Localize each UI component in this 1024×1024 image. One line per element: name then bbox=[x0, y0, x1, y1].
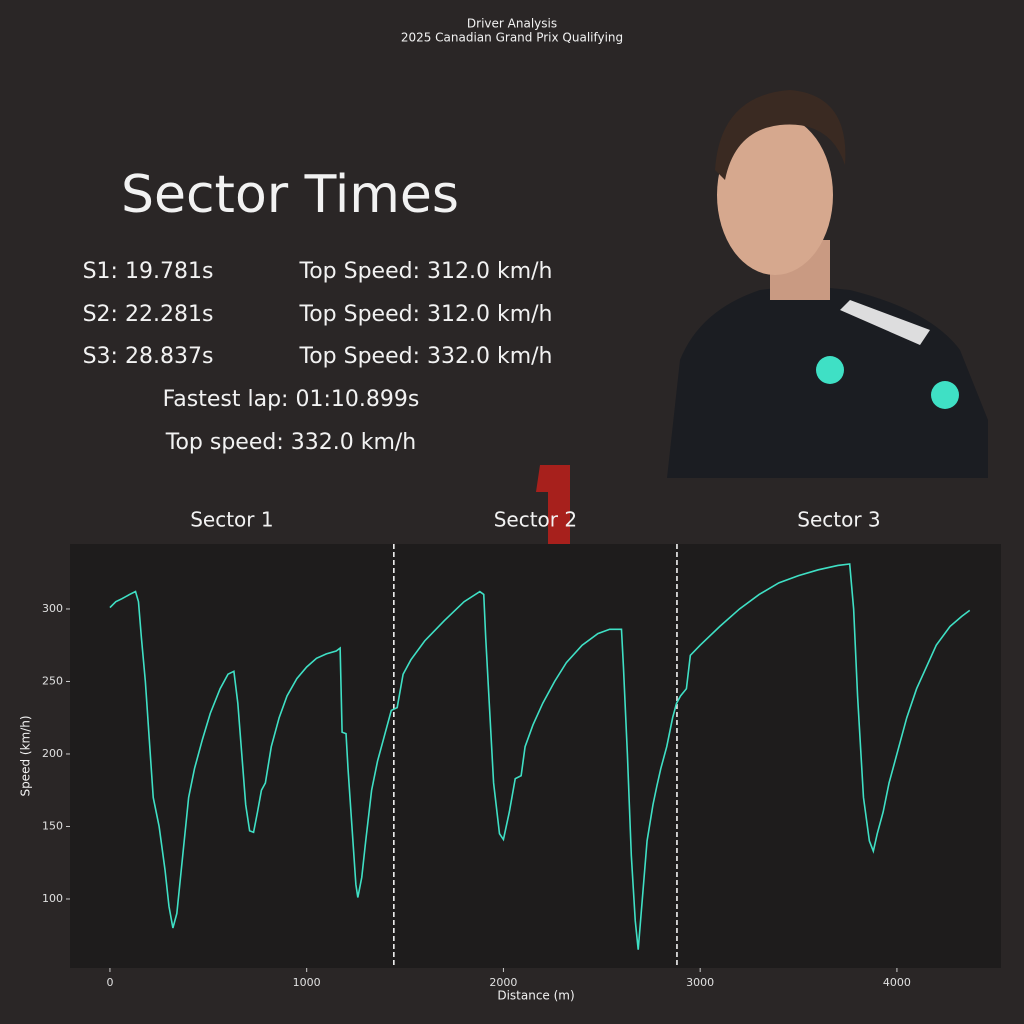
y-axis-label: Speed (km/h) bbox=[19, 715, 33, 796]
y-tick-label: 100 bbox=[42, 892, 63, 905]
top-speed: Top speed: 332.0 km/h bbox=[165, 430, 417, 455]
sector-top-speed: Top Speed: 312.0 km/h bbox=[299, 302, 553, 327]
y-tick-label: 150 bbox=[42, 819, 63, 832]
x-tick-label: 4000 bbox=[883, 976, 911, 989]
x-tick-label: 3000 bbox=[686, 976, 714, 989]
sector-heading: Sector Times bbox=[121, 165, 459, 225]
sector-label: Sector 2 bbox=[494, 508, 577, 532]
fastest-lap: Fastest lap: 01:10.899s bbox=[163, 387, 420, 412]
y-tick-label: 300 bbox=[42, 602, 63, 615]
sector-time: S3: 28.837s bbox=[83, 344, 214, 369]
sector-top-speed: Top Speed: 312.0 km/h bbox=[299, 259, 553, 284]
speed-line bbox=[109, 563, 971, 950]
x-tick-label: 2000 bbox=[489, 976, 517, 989]
x-tick-label: 1000 bbox=[293, 976, 321, 989]
x-axis-label: Distance (m) bbox=[497, 989, 574, 1003]
y-tick-label: 250 bbox=[42, 674, 63, 687]
sector-label: Sector 3 bbox=[797, 508, 880, 532]
sector-top-speed: Top Speed: 332.0 km/h bbox=[299, 344, 553, 369]
f1-logo bbox=[536, 465, 570, 555]
sector-time: S2: 22.281s bbox=[83, 302, 214, 327]
sector-label: Sector 1 bbox=[190, 508, 273, 532]
plot-area bbox=[70, 544, 1001, 968]
y-tick-label: 200 bbox=[42, 747, 63, 760]
driver-portrait bbox=[667, 85, 988, 478]
subtitle: 2025 Canadian Grand Prix Qualifying bbox=[401, 31, 623, 45]
title: Driver Analysis bbox=[467, 17, 557, 31]
sector-time: S1: 19.781s bbox=[83, 259, 214, 284]
x-tick-label: 0 bbox=[106, 976, 113, 989]
